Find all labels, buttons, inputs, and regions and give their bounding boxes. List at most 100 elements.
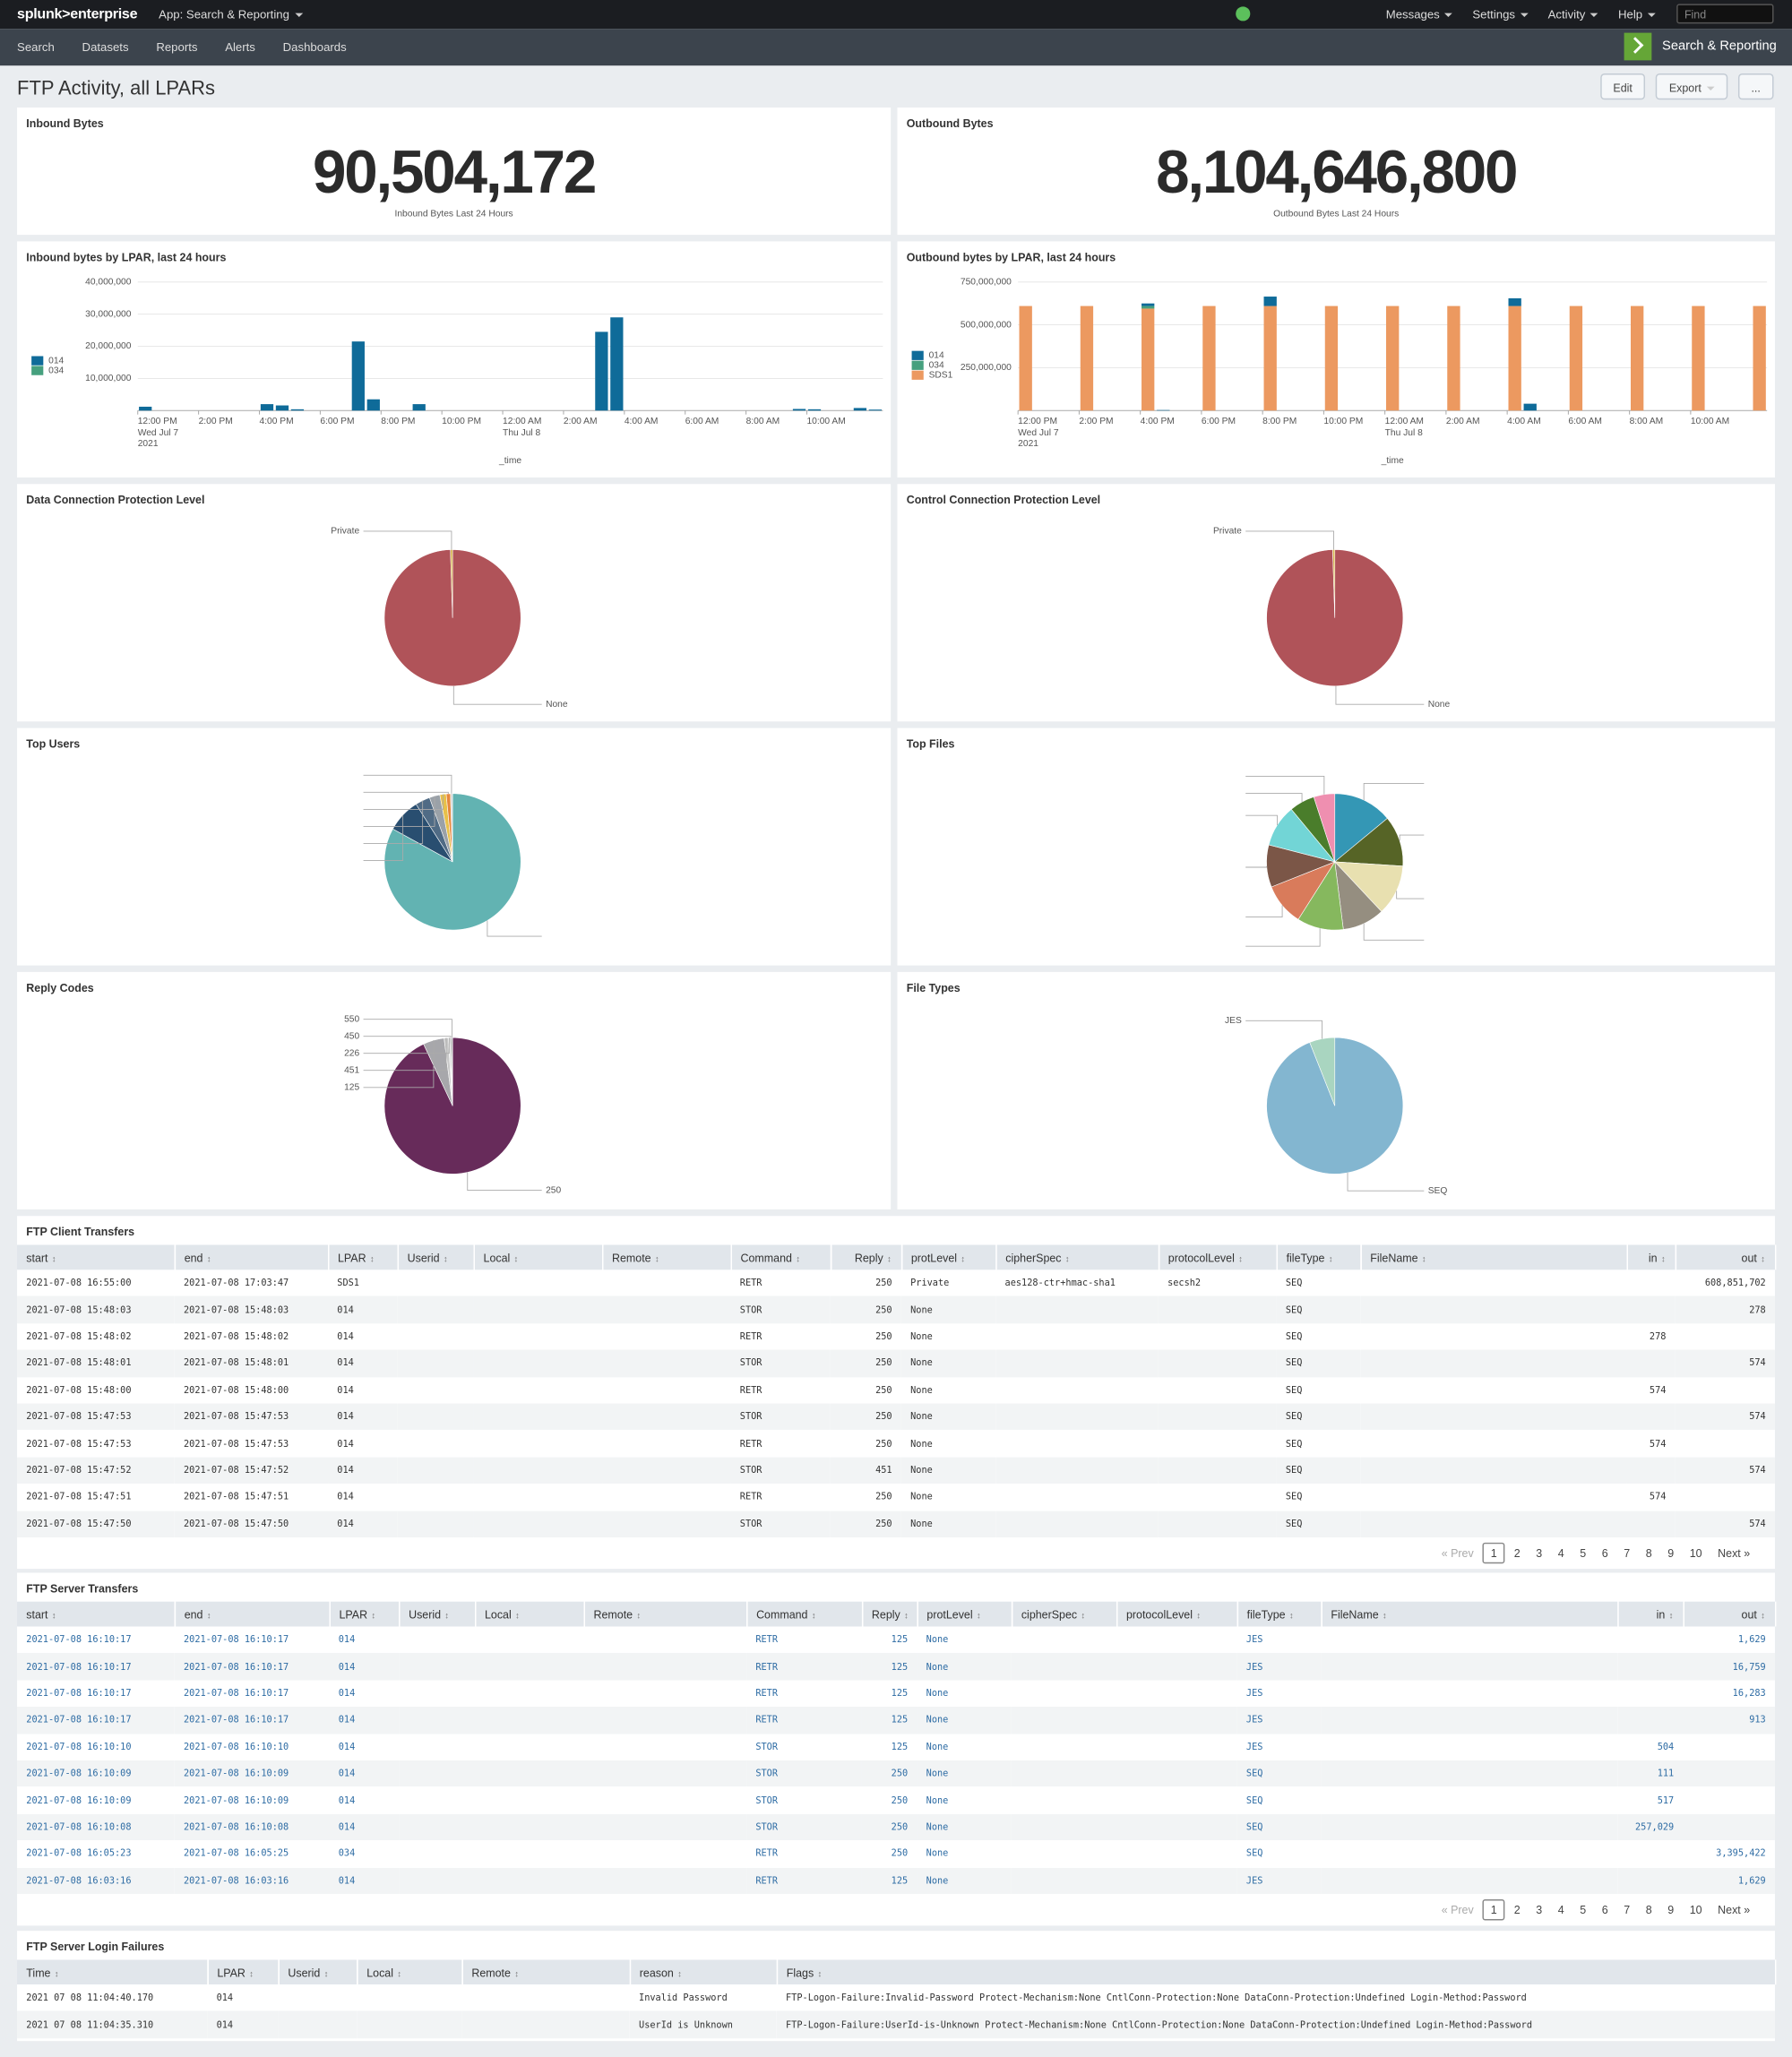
column-header[interactable]: end — [174, 1244, 329, 1270]
pager-page[interactable]: 6 — [1601, 1546, 1608, 1560]
table-cell[interactable]: None — [917, 1707, 1012, 1734]
table-cell[interactable]: 2021-07-08 16:03:16 — [17, 1867, 175, 1895]
column-header[interactable]: protLevel — [900, 1244, 997, 1270]
column-header[interactable]: end — [174, 1601, 331, 1627]
table-cell[interactable]: JES — [1245, 1634, 1263, 1646]
pager-page[interactable]: 5 — [1580, 1903, 1587, 1917]
table-cell[interactable]: 014 — [338, 1634, 356, 1646]
table-cell[interactable]: 014 — [329, 1760, 400, 1787]
table-cell[interactable]: None — [926, 1688, 949, 1700]
table-cell[interactable]: 250 — [861, 1813, 918, 1841]
pager-page[interactable]: 4 — [1557, 1546, 1564, 1560]
pager-page[interactable]: 10 — [1689, 1903, 1702, 1917]
column-header[interactable]: in — [1617, 1601, 1684, 1627]
column-header[interactable]: out — [1683, 1601, 1776, 1627]
table-cell[interactable]: SEQ — [1236, 1813, 1322, 1841]
table-cell[interactable]: 2021-07-08 16:05:25 — [183, 1848, 289, 1860]
table-cell[interactable]: None — [917, 1760, 1012, 1787]
table-cell[interactable]: SEQ — [1236, 1760, 1322, 1787]
table-cell[interactable]: RETR — [755, 1634, 779, 1646]
table-cell[interactable]: RETR — [746, 1707, 862, 1734]
column-header[interactable]: Reply — [830, 1244, 902, 1270]
pager-page[interactable]: 5 — [1580, 1546, 1587, 1560]
table-cell[interactable]: 2021-07-08 16:10:17 — [17, 1653, 175, 1681]
table-cell[interactable]: 2021-07-08 16:10:09 — [17, 1760, 175, 1787]
table-cell[interactable]: 16,759 — [1683, 1653, 1775, 1681]
table-cell[interactable]: SEQ — [1245, 1848, 1263, 1860]
column-header[interactable]: Remote — [461, 1959, 631, 1985]
table-cell[interactable]: 2021-07-08 16:10:17 — [174, 1707, 330, 1734]
nav-menu[interactable]: Messages — [1386, 8, 1453, 22]
table-cell[interactable]: JES — [1245, 1688, 1263, 1700]
table-cell[interactable]: STOR — [755, 1794, 779, 1806]
table-cell[interactable]: JES — [1236, 1867, 1322, 1895]
table-cell[interactable]: 2021-07-08 16:10:09 — [183, 1794, 289, 1806]
column-header[interactable]: in — [1626, 1244, 1676, 1270]
app-title[interactable]: Search & Reporting — [1662, 39, 1777, 55]
app-nav-item[interactable]: Alerts — [225, 40, 255, 55]
column-header[interactable]: Flags — [776, 1959, 1776, 1985]
table-cell[interactable]: None — [926, 1794, 949, 1806]
status-icon[interactable] — [1236, 6, 1251, 22]
table-cell[interactable]: STOR — [746, 1813, 862, 1841]
pager-page[interactable]: 9 — [1667, 1903, 1675, 1917]
pager-page[interactable]: 4 — [1557, 1903, 1564, 1917]
table-cell[interactable]: 014 — [329, 1707, 400, 1734]
table-cell[interactable]: 125 — [891, 1741, 909, 1752]
table-cell[interactable]: 111 — [1617, 1760, 1684, 1787]
brand-logo[interactable]: splunk>enterprise — [17, 6, 138, 22]
pager-page[interactable]: 10 — [1689, 1546, 1702, 1560]
column-header[interactable]: Reply — [861, 1601, 918, 1627]
column-header[interactable]: Userid — [399, 1601, 476, 1627]
column-header[interactable]: Userid — [278, 1959, 358, 1985]
column-header[interactable]: FileName — [1360, 1244, 1628, 1270]
table-cell[interactable]: 250 — [861, 1760, 918, 1787]
column-header[interactable]: Time — [17, 1959, 209, 1985]
find-input[interactable]: Find — [1676, 4, 1774, 24]
table-cell[interactable]: 2021-07-08 16:10:08 — [17, 1813, 175, 1841]
column-header[interactable]: start — [17, 1601, 176, 1627]
nav-menu[interactable]: Settings — [1472, 8, 1528, 22]
table-cell[interactable]: 2021-07-08 16:10:09 — [26, 1794, 132, 1806]
dashboard-button[interactable]: Export — [1656, 73, 1728, 100]
pager-prev[interactable]: « Prev — [1441, 1546, 1474, 1560]
table-cell[interactable]: 2021-07-08 16:10:17 — [183, 1688, 289, 1700]
table-cell[interactable]: 125 — [861, 1867, 918, 1895]
table-cell[interactable]: 014 — [338, 1741, 356, 1752]
table-cell[interactable]: 2021-07-08 16:10:17 — [26, 1688, 132, 1700]
column-header[interactable]: Remote — [602, 1244, 732, 1270]
table-cell[interactable]: 125 — [891, 1688, 909, 1700]
table-cell[interactable]: 2021-07-08 16:10:09 — [174, 1760, 330, 1787]
table-cell[interactable]: STOR — [746, 1760, 862, 1787]
table-cell[interactable]: 1,629 — [1683, 1867, 1775, 1895]
table-cell[interactable]: 2021-07-08 16:10:17 — [183, 1634, 289, 1646]
pager-prev[interactable]: « Prev — [1441, 1903, 1474, 1917]
table-cell[interactable]: STOR — [755, 1741, 779, 1752]
pager-next[interactable]: Next » — [1718, 1546, 1751, 1560]
table-cell[interactable]: 2021-07-08 16:10:10 — [183, 1741, 289, 1752]
column-header[interactable]: Remote — [583, 1601, 747, 1627]
app-nav-item[interactable]: Search — [17, 40, 55, 55]
table-cell[interactable]: None — [917, 1867, 1012, 1895]
table-cell[interactable]: 125 — [861, 1707, 918, 1734]
pager-page[interactable]: 7 — [1624, 1546, 1631, 1560]
table-cell[interactable]: RETR — [746, 1653, 862, 1681]
pager-page[interactable]: 2 — [1513, 1546, 1521, 1560]
app-nav-item[interactable]: Reports — [156, 40, 198, 55]
pager-page[interactable]: 8 — [1645, 1546, 1652, 1560]
table-cell[interactable]: 125 — [861, 1653, 918, 1681]
app-icon[interactable] — [1624, 32, 1652, 61]
pager-page[interactable]: 7 — [1624, 1903, 1631, 1917]
app-menu[interactable]: App: Search & Reporting — [159, 8, 302, 22]
column-header[interactable]: FileName — [1321, 1601, 1619, 1627]
table-cell[interactable]: None — [926, 1634, 949, 1646]
table-cell[interactable]: 16,283 — [1732, 1688, 1766, 1700]
column-header[interactable]: out — [1675, 1244, 1776, 1270]
column-header[interactable]: protocolLevel — [1158, 1244, 1278, 1270]
table-cell[interactable]: 504 — [1657, 1741, 1675, 1752]
column-header[interactable]: reason — [629, 1959, 778, 1985]
column-header[interactable]: Command — [730, 1244, 831, 1270]
table-cell[interactable]: 014 — [329, 1813, 400, 1841]
column-header[interactable]: fileType — [1276, 1244, 1362, 1270]
table-cell[interactable]: 014 — [338, 1794, 356, 1806]
